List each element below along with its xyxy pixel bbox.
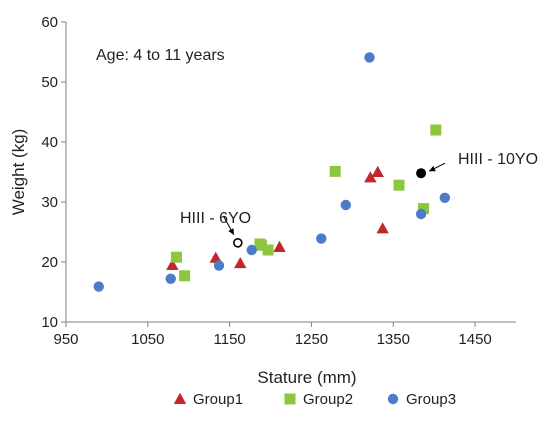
- group2-point: [256, 239, 268, 251]
- group3-point: [439, 192, 451, 203]
- group1-point: [376, 222, 389, 234]
- y-tick-label: 10: [41, 314, 58, 331]
- legend-square-icon: [284, 393, 296, 405]
- age-note-annotation: Age: 4 to 11 years: [96, 47, 225, 64]
- hiii-6yo-point: [233, 238, 243, 248]
- group2-point: [418, 203, 430, 215]
- hiii-6yo-arrow: [223, 216, 235, 236]
- legend-label: Group3: [406, 391, 456, 408]
- group1-point: [364, 171, 377, 183]
- group2-point: [170, 251, 182, 263]
- group3-point: [316, 233, 327, 244]
- x-tick-label: 1450: [458, 331, 491, 348]
- axes: 10 20 30 40 50 60 950 1050 1150 1250 1350 1450: [41, 14, 516, 348]
- group1-point: [166, 258, 179, 270]
- legend-label: Group1: [193, 391, 243, 408]
- x-tick-label: 1050: [131, 331, 164, 348]
- group3-point: [93, 281, 104, 292]
- y-tick-label: 60: [41, 14, 58, 31]
- legend-circle-icon: [387, 393, 399, 405]
- legend-label: Group2: [303, 391, 353, 408]
- x-tick-label: 1250: [295, 331, 328, 348]
- group2-point: [393, 179, 405, 191]
- x-tick-label: 950: [53, 331, 78, 348]
- hiii-10yo-point: [416, 168, 427, 179]
- hiii-10yo-label: HIII - 10YO: [458, 151, 538, 168]
- x-axis-title: Stature (mm): [257, 368, 356, 387]
- y-tick-label: 30: [41, 194, 58, 211]
- y-axis-title: Weight (kg): [9, 129, 28, 216]
- group2-point: [179, 270, 191, 282]
- y-tick-label: 40: [41, 134, 58, 151]
- x-tick-label: 1350: [377, 331, 410, 348]
- legend-triangle-icon: [173, 392, 187, 404]
- y-tick-label: 50: [41, 74, 58, 91]
- group3-point: [415, 208, 427, 220]
- group3-point: [246, 244, 257, 256]
- group2-point: [262, 244, 274, 256]
- hiii-10yo-arrow: [428, 162, 446, 172]
- data-points: [93, 52, 451, 292]
- group2-point: [430, 124, 442, 136]
- legend-item-group3: Group3: [387, 391, 456, 408]
- legend-item-group1: Group1: [173, 391, 243, 408]
- series-group1: [166, 165, 389, 270]
- group1-point: [371, 165, 384, 177]
- group3-point: [213, 260, 225, 271]
- group3-point: [364, 52, 375, 63]
- legend: Group1 Group2 Group3: [173, 391, 456, 408]
- group1-point: [234, 257, 247, 269]
- series-group3: [93, 52, 451, 292]
- series-group2: [170, 124, 442, 282]
- y-tick-label: 20: [41, 254, 58, 271]
- group3-point: [165, 273, 176, 284]
- group1-point: [209, 251, 222, 263]
- hiii-6yo-label: HIII - 6YO: [180, 210, 251, 227]
- group3-point: [340, 199, 352, 211]
- group1-point: [273, 240, 286, 252]
- x-tick-label: 1150: [214, 331, 246, 348]
- group2-point: [329, 165, 341, 177]
- legend-item-group2: Group2: [284, 391, 353, 408]
